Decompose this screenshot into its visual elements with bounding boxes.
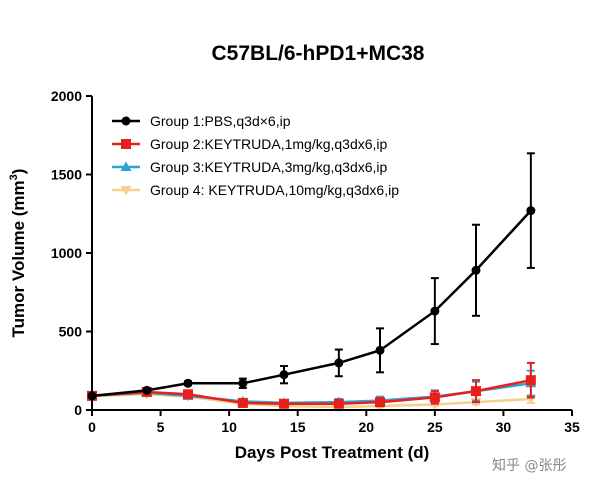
- data-point: [142, 385, 152, 395]
- data-point: [183, 389, 193, 400]
- x-tick-label: 30: [496, 419, 512, 435]
- x-tick-label: 0: [88, 419, 96, 435]
- legend-label: Group 1:PBS,q3d×6,ip: [150, 113, 291, 129]
- y-axis-label-main: Tumor Volume (mm: [9, 180, 28, 337]
- legend-label: Group 2:KEYTRUDA,1mg/kg,q3dx6,ip: [150, 136, 388, 152]
- legend-marker: [120, 186, 132, 196]
- x-tick-label: 20: [358, 419, 374, 435]
- data-point: [429, 392, 440, 403]
- data-point: [333, 398, 344, 409]
- x-tick-label: 5: [157, 419, 165, 435]
- watermark-text: 知乎 @张彤: [492, 457, 566, 474]
- y-tick-label: 0: [74, 402, 82, 418]
- x-tick-label: 10: [221, 419, 237, 435]
- data-point: [279, 370, 289, 380]
- chart-title: C57BL/6-hPD1+MC38: [212, 42, 425, 65]
- y-tick-label: 500: [59, 324, 83, 340]
- legend-entry-4: Group 4: KEYTRUDA,10mg/kg,q3dx6,ip: [112, 182, 399, 198]
- series-line: [91, 209, 532, 398]
- svg-text:Tumor Volume (mm3): Tumor Volume (mm3): [8, 169, 28, 338]
- data-point: [526, 206, 536, 216]
- legend-marker: [121, 139, 131, 149]
- legend: Group 1:PBS,q3d×6,ip Group 2:KEYTRUDA,1mg…: [112, 113, 399, 198]
- data-point: [183, 378, 193, 388]
- legend-marker: [121, 116, 131, 126]
- x-axis-label: Days Post Treatment (d): [235, 443, 430, 462]
- series-line: [91, 378, 532, 405]
- x-tick-label: 15: [290, 419, 306, 435]
- legend-entry-1: Group 1:PBS,q3d×6,ip: [112, 113, 291, 129]
- y-tick-label: 2000: [51, 88, 82, 104]
- legend-label: Group 4: KEYTRUDA,10mg/kg,q3dx6,ip: [150, 182, 399, 198]
- data-point: [238, 378, 248, 388]
- y-tick-label: 1000: [51, 245, 82, 261]
- legend-label: Group 3:KEYTRUDA,3mg/kg,q3dx6,ip: [150, 159, 388, 175]
- data-point: [471, 386, 481, 397]
- y-axis-label-close: ): [9, 169, 28, 175]
- x-tick-label: 25: [427, 419, 443, 435]
- legend-entry-3: Group 3:KEYTRUDA,3mg/kg,q3dx6,ip: [112, 159, 388, 175]
- data-point: [375, 345, 385, 355]
- y-axis-label-sup: 3: [8, 174, 20, 180]
- data-point: [375, 397, 385, 408]
- legend-entry-2: Group 2:KEYTRUDA,1mg/kg,q3dx6,ip: [112, 136, 388, 152]
- axes: 0 5 10 15 20 25 30 35 0 500 1000 1500 2000: [51, 88, 580, 435]
- data-point: [237, 397, 248, 408]
- data-point: [334, 358, 344, 368]
- y-axis-label: Tumor Volume (mm3): [8, 169, 28, 338]
- data-point: [279, 398, 289, 409]
- legend-marker: [120, 161, 132, 171]
- data-point: [430, 306, 440, 316]
- y-tick-label: 1500: [51, 167, 82, 183]
- data-point: [525, 375, 536, 386]
- series-line: [91, 393, 531, 409]
- data-point: [471, 265, 481, 275]
- x-tick-label: 35: [564, 419, 580, 435]
